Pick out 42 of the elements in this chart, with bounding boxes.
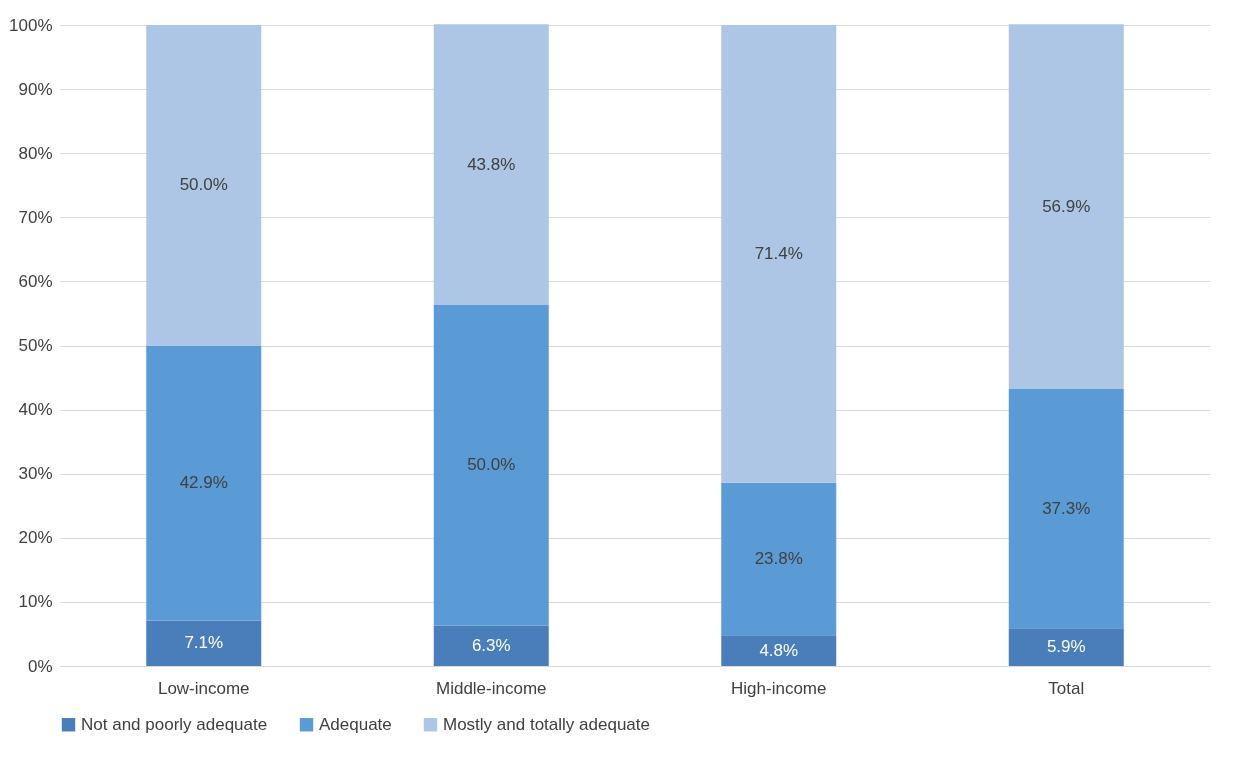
- data-label: 6.3%: [471, 635, 511, 655]
- bar: [1008, 389, 1124, 629]
- bar: [721, 25, 837, 483]
- bar: [721, 482, 837, 636]
- y-tick-label: 50%: [18, 336, 53, 355]
- y-tick-label: 90%: [18, 79, 53, 99]
- legend-label: Not and poorly adequate: [81, 714, 268, 734]
- data-label: 50.0%: [179, 175, 228, 195]
- y-tick-label: 40%: [18, 400, 53, 420]
- data-label: 43.8%: [467, 154, 516, 174]
- data-label: 23.8%: [754, 548, 803, 568]
- x-tick-label: Low-income: [157, 678, 250, 698]
- legend-label: Mostly and totally adequate: [443, 714, 650, 734]
- y-tick-label: 70%: [18, 207, 53, 227]
- data-label: 56.9%: [1042, 196, 1091, 216]
- y-tick-label: 100%: [9, 15, 53, 35]
- x-tick-label: Total: [1048, 678, 1085, 698]
- bar: [146, 25, 262, 346]
- data-label: 4.8%: [759, 640, 799, 660]
- bar: [721, 635, 837, 666]
- legend-label: Adequate: [319, 714, 392, 734]
- bar: [433, 625, 549, 666]
- data-label: 42.9%: [179, 472, 228, 492]
- y-tick-label: 80%: [18, 143, 53, 163]
- x-tick-label: Middle-income: [435, 678, 547, 698]
- y-tick-label: 30%: [18, 464, 53, 484]
- bar: [433, 24, 549, 306]
- bar: [1008, 628, 1124, 666]
- bar: [1008, 24, 1124, 390]
- bar: [146, 620, 262, 666]
- data-label: 37.3%: [1042, 498, 1091, 518]
- data-label: 7.1%: [184, 633, 224, 653]
- data-label: 5.9%: [1046, 637, 1086, 657]
- bar: [146, 345, 262, 621]
- y-tick-label: 60%: [18, 271, 53, 291]
- data-label: 50.0%: [467, 455, 516, 475]
- bar: [433, 305, 549, 626]
- x-tick-label: High-income: [731, 678, 827, 698]
- y-tick-label: 0%: [27, 656, 53, 676]
- y-tick-label: 10%: [18, 592, 53, 612]
- data-label: 71.4%: [754, 243, 803, 263]
- y-tick-label: 20%: [18, 528, 53, 548]
